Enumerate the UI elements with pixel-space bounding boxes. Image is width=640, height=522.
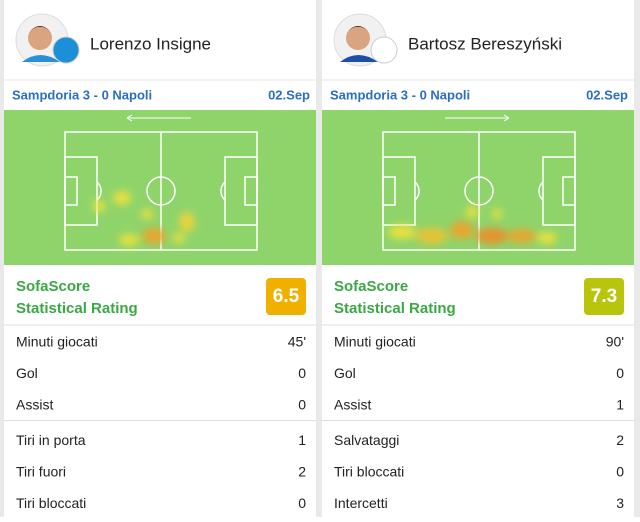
- heat-spot: [113, 191, 131, 205]
- stat-value: 1: [298, 432, 306, 448]
- goal-box: [244, 176, 258, 206]
- stat-value: 0: [616, 464, 624, 480]
- avatar-hair: [346, 26, 370, 34]
- heat-spot: [416, 228, 448, 244]
- rating-subtitle: Statistical Rating: [16, 300, 138, 317]
- stat-value: 90': [606, 334, 624, 350]
- stat-label: Salvataggi: [334, 432, 399, 448]
- stat-value: 0: [298, 365, 306, 381]
- goal-box: [64, 176, 78, 206]
- match[interactable]: Sampdoria 3 - 0 Napoli: [12, 87, 152, 102]
- center-circle: [146, 176, 176, 206]
- team-badge: [52, 36, 80, 64]
- heatmap: [93, 191, 195, 246]
- stat-value: 2: [616, 432, 624, 448]
- rating-value: 6.5: [273, 286, 300, 307]
- rating-title: SofaScore: [16, 278, 90, 295]
- match-date: 02.Sep: [268, 87, 310, 102]
- stat-label: Assist: [334, 397, 371, 413]
- penalty-arc: [414, 181, 420, 201]
- rating-value: 7.3: [591, 286, 617, 307]
- goal-box: [382, 176, 396, 206]
- stat-value: 3: [616, 495, 624, 511]
- rating-subtitle: Statistical Rating: [334, 300, 456, 317]
- heat-spot: [492, 209, 502, 219]
- team-badge: [370, 36, 398, 64]
- player-card: Lorenzo Insigne Sampdoria 3 - 0 Napoli 02.…: [4, 0, 316, 517]
- rating-badge: [584, 278, 624, 315]
- heat-spot: [142, 228, 166, 244]
- pitch-lines: [382, 131, 576, 251]
- heatmap: [388, 206, 557, 244]
- penalty-arc: [96, 181, 102, 201]
- player-name: Bartosz Bereszyński: [408, 34, 562, 53]
- pitch: [322, 110, 634, 265]
- stat-label: Minuti giocati: [16, 334, 98, 350]
- match-date: 02.Sep: [586, 87, 628, 102]
- stat-label: Tiri bloccati: [334, 464, 404, 480]
- heat-spot: [119, 234, 139, 246]
- stat-label: Tiri in porta: [16, 432, 86, 448]
- heat-spot: [141, 209, 153, 219]
- heat-spot: [173, 233, 185, 243]
- stat-value: 2: [298, 464, 306, 480]
- avatar-shirt: [22, 55, 60, 62]
- center-circle: [464, 176, 494, 206]
- stat-label: Intercetti: [334, 495, 388, 511]
- penalty-arc: [220, 181, 226, 201]
- stat-label: Minuti giocati: [334, 334, 416, 350]
- stat-label: Tiri fuori: [16, 464, 66, 480]
- heat-spot: [93, 200, 105, 212]
- avatar-face: [346, 26, 370, 50]
- heat-spot: [450, 221, 474, 239]
- rating-badge: [266, 278, 306, 315]
- heat-spot: [179, 212, 195, 232]
- heat-spot: [508, 229, 536, 243]
- stat-value: 0: [298, 495, 306, 511]
- player-name: Lorenzo Insigne: [90, 34, 211, 53]
- stat-label: Assist: [16, 397, 53, 413]
- heat-spot: [466, 206, 478, 218]
- direction-arrow: [126, 114, 191, 122]
- avatar-face: [28, 26, 52, 50]
- avatar-shirt: [340, 55, 378, 62]
- heat-spot: [476, 228, 508, 244]
- stat-value: 1: [616, 397, 624, 413]
- heat-spot: [537, 232, 557, 244]
- stat-label: Gol: [16, 365, 38, 381]
- avatar-hair: [28, 26, 52, 34]
- stat-value: 0: [298, 397, 306, 413]
- player-card: Bartosz Bereszyński Sampdoria 3 - 0 Napol…: [322, 0, 634, 517]
- match[interactable]: Sampdoria 3 - 0 Napoli: [330, 87, 470, 102]
- heat-spot: [388, 225, 416, 239]
- direction-arrow: [445, 114, 510, 122]
- stat-value: 45': [288, 334, 306, 350]
- goal-box: [562, 176, 576, 206]
- stat-value: 0: [616, 365, 624, 381]
- penalty-arc: [538, 181, 544, 201]
- stat-label: Tiri bloccati: [16, 495, 86, 511]
- rating-title: SofaScore: [334, 278, 408, 295]
- stat-label: Gol: [334, 365, 356, 381]
